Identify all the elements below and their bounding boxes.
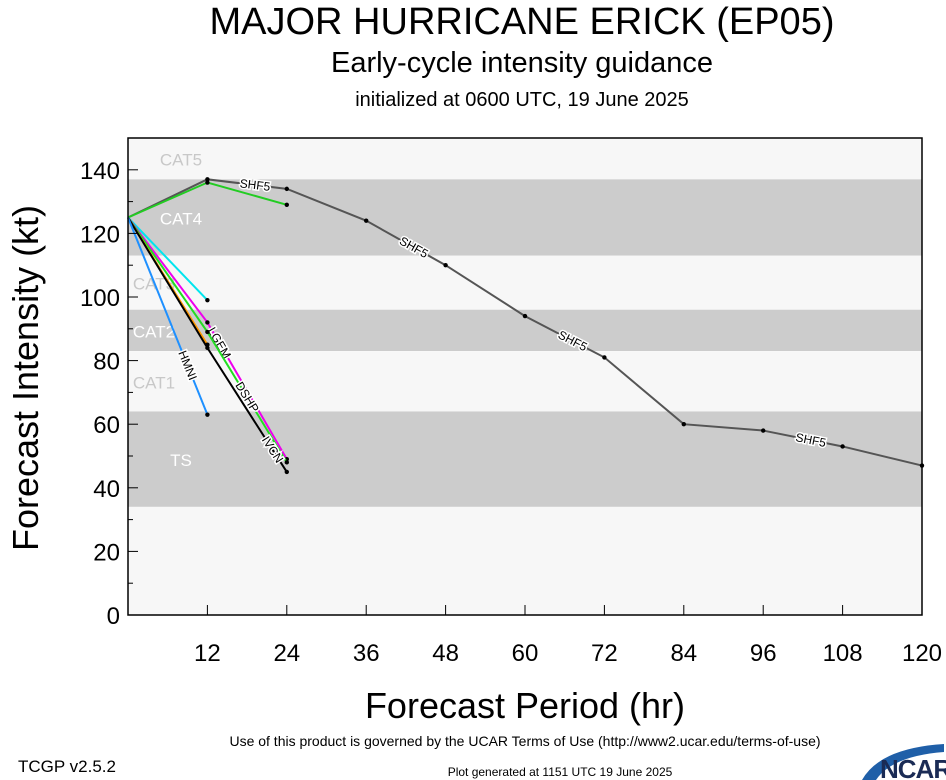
band-cat4 [128,179,922,256]
x-tick-label: 12 [194,640,221,667]
data-point [284,202,289,207]
ncar-logo: NCAR [862,744,946,780]
x-tick-label: 24 [273,640,300,667]
data-point [522,313,528,319]
y-axis-label: Forecast Intensity (kt) [5,205,46,551]
data-point [205,345,210,351]
y-tick-label: 20 [93,539,120,566]
version-label: TCGP v2.5.2 [18,757,116,776]
series-label: SHF5 [239,176,271,194]
svg-text:NCAR: NCAR [880,754,946,780]
x-tick-label: 48 [432,640,459,667]
x-tick-label: 96 [750,640,777,667]
band-label: CAT2 [133,322,175,341]
data-point [602,355,607,360]
band-cat1 [128,351,922,412]
y-tick-label: 120 [80,221,120,248]
data-point [205,297,210,303]
band-cat3 [128,255,922,310]
x-axis-label: Forecast Period (hr) [365,685,685,726]
band-label: CAT4 [160,210,202,229]
band-td [128,506,922,615]
chart-subtitle: Early-cycle intensity guidance [331,47,713,79]
series-line-hmni [127,217,209,416]
data-point [205,177,210,182]
data-point [443,263,448,268]
band-cat5 [128,138,922,180]
band-ts [128,411,922,507]
data-point [761,428,766,433]
x-tick-label: 108 [823,640,863,667]
x-tick-label: 36 [353,640,380,667]
chart-init-time: initialized at 0600 UTC, 19 June 2025 [355,89,689,111]
series-line-model-2 [127,216,209,301]
y-tick-label: 140 [80,158,120,185]
y-tick-label: 40 [93,476,120,503]
x-tick-label: 120 [902,640,942,667]
band-label: TS [170,451,192,470]
band-label: CAT5 [160,151,202,170]
data-point [205,329,210,335]
chart-title: MAJOR HURRICANE ERICK (EP05) [210,1,835,43]
y-tick-label: 0 [107,603,120,630]
plot-generated: Plot generated at 1151 UTC 19 June 2025 [448,765,673,779]
data-point [205,412,210,417]
x-tick-label: 84 [670,640,697,667]
x-tick-label: 72 [591,640,618,667]
y-tick-label: 80 [93,349,120,376]
data-point [205,320,210,325]
data-point [284,469,289,475]
data-point [364,218,369,223]
data-point [284,460,289,465]
data-point [284,186,289,192]
y-tick-label: 60 [93,412,120,439]
data-point [840,444,845,449]
data-point [681,422,686,427]
y-tick-label: 100 [80,285,120,312]
band-label: CAT1 [133,373,175,392]
x-tick-label: 60 [512,640,539,667]
terms-of-use: Use of this product is governed by the U… [229,733,820,749]
data-point [205,180,210,185]
